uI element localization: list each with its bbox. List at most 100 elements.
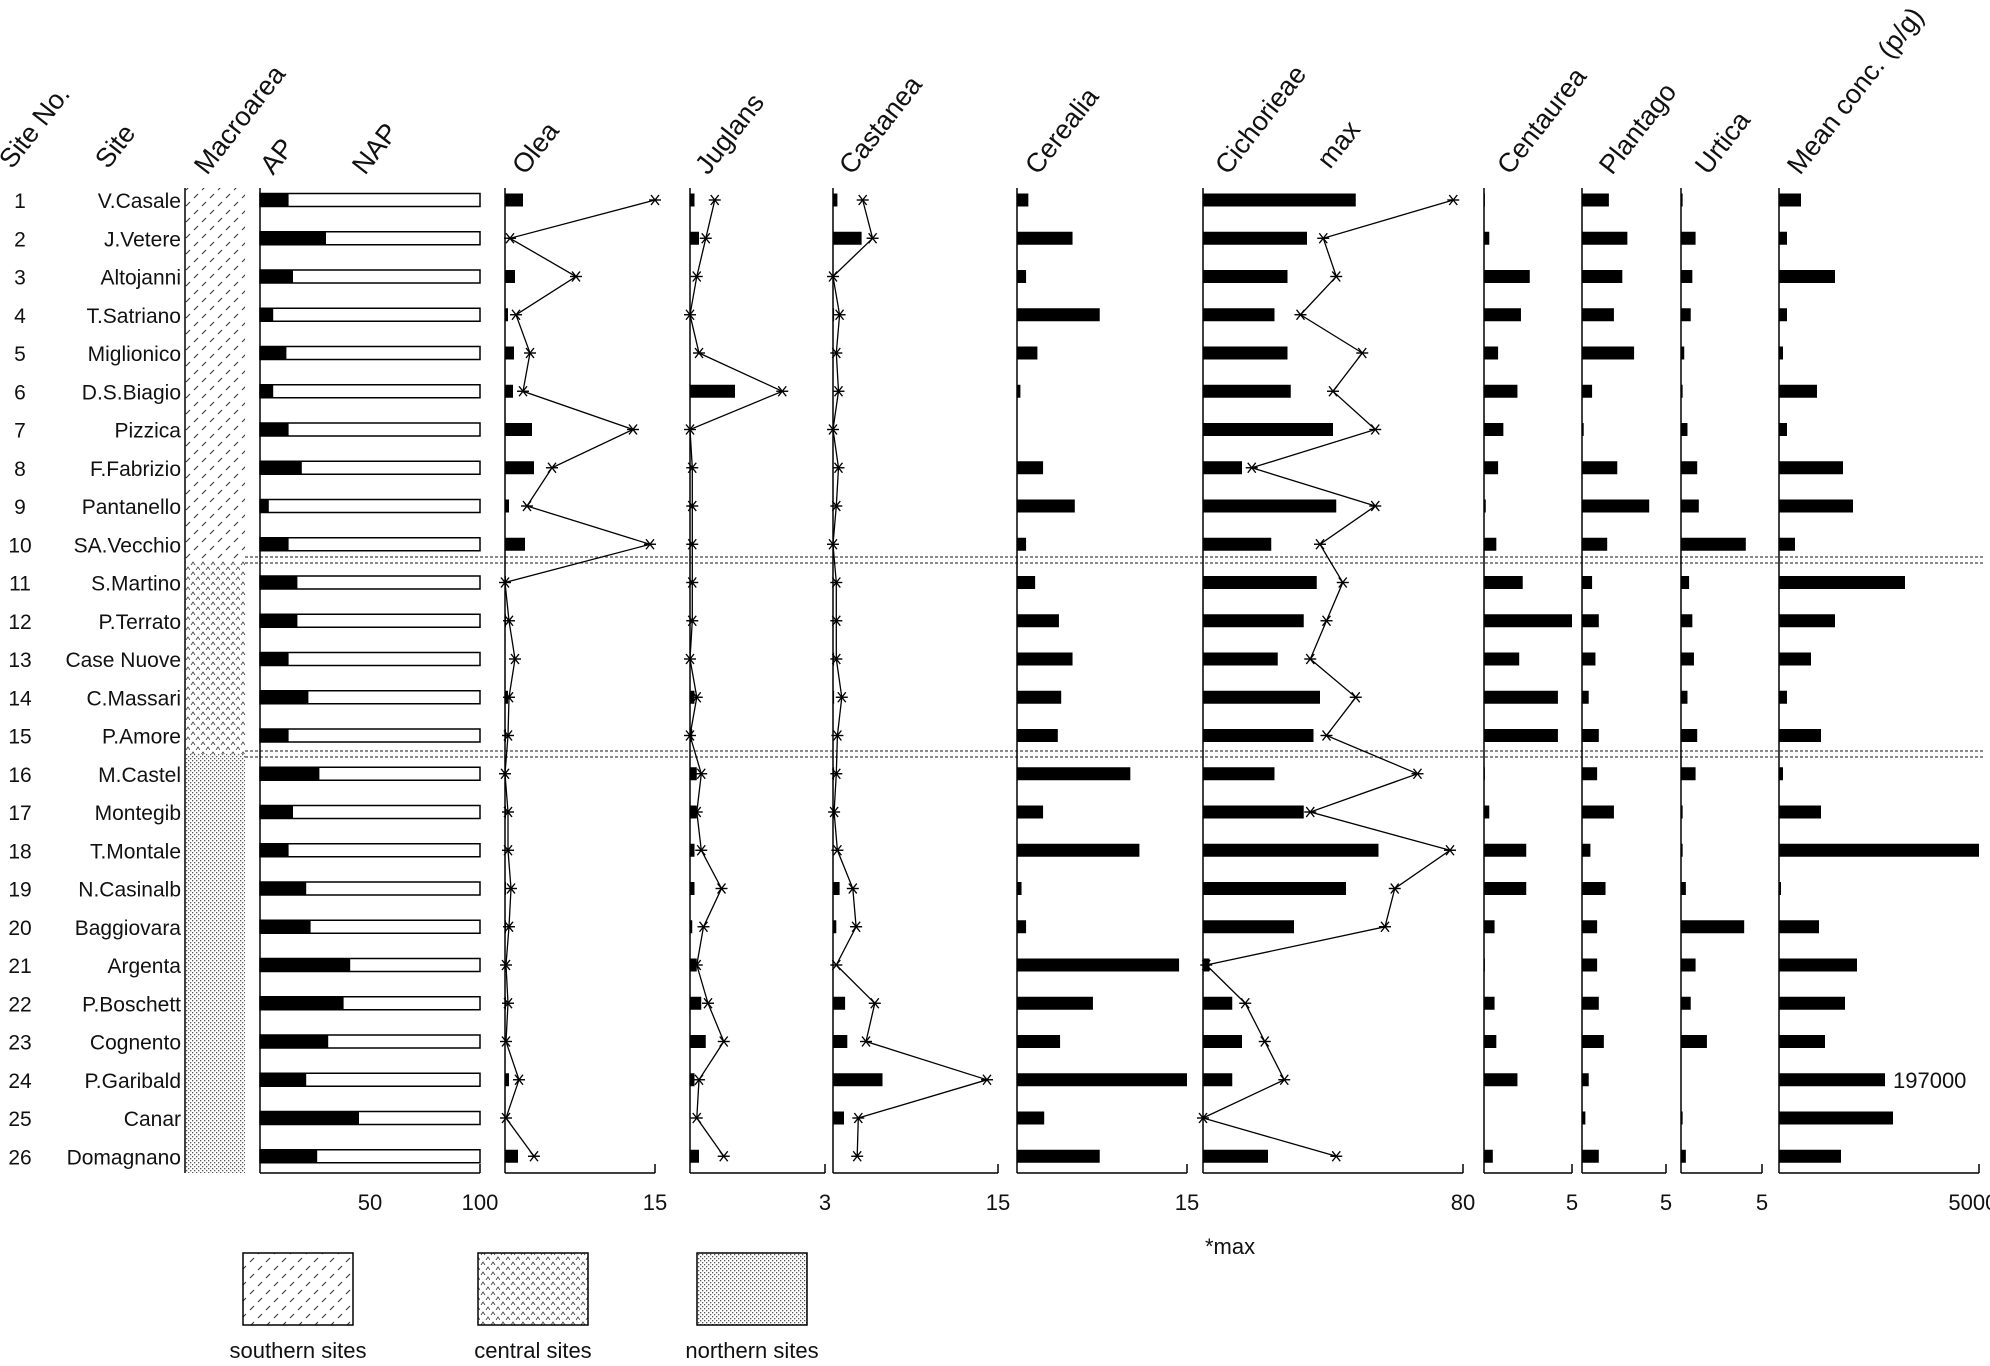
taxon-header: Juglans <box>689 88 770 180</box>
site-number: 14 <box>8 687 32 710</box>
taxon-bar <box>1582 920 1598 934</box>
site-number: 7 <box>14 420 26 443</box>
taxon-bar <box>1779 1073 1885 1087</box>
taxon-bar <box>1779 805 1821 819</box>
site-name: Pantanello <box>82 496 181 519</box>
taxon-bar <box>1484 690 1558 704</box>
site-number: 8 <box>14 458 26 481</box>
max-legend: *max <box>1205 1234 1255 1259</box>
taxon-bar <box>1017 193 1029 207</box>
taxon-bar <box>833 1073 883 1087</box>
taxon-bar <box>1017 231 1073 245</box>
site-number: 5 <box>14 343 26 366</box>
max-marker <box>627 424 639 435</box>
max-marker <box>852 1112 865 1124</box>
ap-bar <box>260 882 307 895</box>
taxon-bar <box>1017 843 1140 857</box>
taxon-bar <box>1203 499 1337 513</box>
taxon-bar <box>1203 576 1317 589</box>
taxon-bar <box>690 193 695 207</box>
taxon-bar <box>1779 958 1857 972</box>
ap-bar <box>260 805 293 819</box>
taxon-bar <box>1017 729 1058 742</box>
taxon-bar <box>1779 614 1835 628</box>
taxon-bar <box>1203 805 1304 819</box>
max-marker <box>776 385 789 397</box>
max-marker <box>690 806 703 818</box>
panel-centaurea: Centaurea 5 <box>1483 61 1593 1215</box>
ap-bar <box>260 1073 307 1087</box>
taxon-header: Cichorieae <box>1209 60 1312 180</box>
taxon-bar <box>1203 1149 1268 1163</box>
taxon-bar <box>1582 346 1635 360</box>
taxon-bar <box>1681 843 1683 857</box>
site-number: 12 <box>8 611 31 634</box>
taxon-bar <box>1017 537 1027 551</box>
taxon-bar <box>1582 652 1596 666</box>
ap-bar <box>260 537 289 551</box>
ap-bar <box>260 843 289 857</box>
taxon-bar <box>1484 423 1504 436</box>
taxon-bar <box>1582 423 1584 436</box>
max-marker <box>1304 806 1317 818</box>
site-name: Baggiovara <box>75 917 182 940</box>
panel-juglans: Juglans 3 <box>684 88 831 1215</box>
taxon-tick-label: 15 <box>1175 1190 1199 1215</box>
site-number: 2 <box>14 228 26 251</box>
panel-olea: Olea 15 <box>499 116 667 1215</box>
legend-swatch-southern <box>242 1252 354 1326</box>
taxon-bar <box>1582 729 1599 742</box>
legend-label-central: central sites <box>474 1338 591 1363</box>
taxon-bar <box>1203 920 1294 934</box>
taxon-bar <box>833 1035 848 1048</box>
max-marker <box>570 271 582 282</box>
taxon-bar <box>1779 1149 1841 1163</box>
macroarea-northern <box>185 754 245 1173</box>
taxon-bar <box>1017 1073 1187 1087</box>
taxon-bar <box>1017 308 1100 322</box>
site-name: P.Boschett <box>82 993 181 1016</box>
taxon-bar <box>1484 384 1518 398</box>
taxon-bar <box>1681 958 1696 972</box>
taxon-bar <box>505 1149 518 1163</box>
max-marker <box>860 1036 872 1047</box>
taxon-bar <box>1582 231 1628 245</box>
taxon-bar <box>1582 882 1606 895</box>
ap-bar <box>260 270 293 283</box>
macroarea-column <box>184 188 245 1173</box>
max-marker <box>1349 691 1362 703</box>
max-marker <box>1330 1150 1343 1162</box>
max-marker <box>1444 844 1456 856</box>
panel-urtica: Urtica 5 <box>1680 105 1768 1215</box>
site-name: Cognento <box>90 1032 181 1055</box>
ap-bar <box>260 346 287 360</box>
taxon-bar <box>1017 920 1027 934</box>
taxon-bar <box>833 308 835 322</box>
taxon-bar <box>1779 1111 1893 1125</box>
taxon-bar <box>1203 384 1291 398</box>
taxon-bar <box>1681 805 1683 819</box>
max-marker <box>1278 1074 1291 1086</box>
site-name: J.Vetere <box>104 228 181 251</box>
taxon-tick-label: 5 <box>1660 1190 1672 1215</box>
site-name: Miglionico <box>88 343 181 366</box>
site-name: T.Satriano <box>86 305 181 328</box>
taxon-bar <box>1484 537 1497 551</box>
taxon-bar <box>1681 576 1690 589</box>
site-name: Case Nuove <box>65 649 181 672</box>
legend: *max southern sites central sites northern … <box>230 1234 1256 1363</box>
nap-bar <box>259 651 481 667</box>
max-marker <box>1294 309 1307 321</box>
taxon-bar <box>1484 1073 1518 1087</box>
taxon-bar <box>1484 308 1521 322</box>
taxon-bar <box>1681 499 1699 513</box>
max-marker <box>708 194 721 206</box>
max-marker <box>500 1112 512 1124</box>
nap-bar <box>259 537 481 552</box>
taxon-bar <box>1779 843 1979 857</box>
taxon-bar <box>1484 767 1485 781</box>
panel-castanea: Castanea 15 <box>827 69 1010 1215</box>
max-marker <box>830 577 843 588</box>
taxon-bar <box>1779 270 1835 283</box>
